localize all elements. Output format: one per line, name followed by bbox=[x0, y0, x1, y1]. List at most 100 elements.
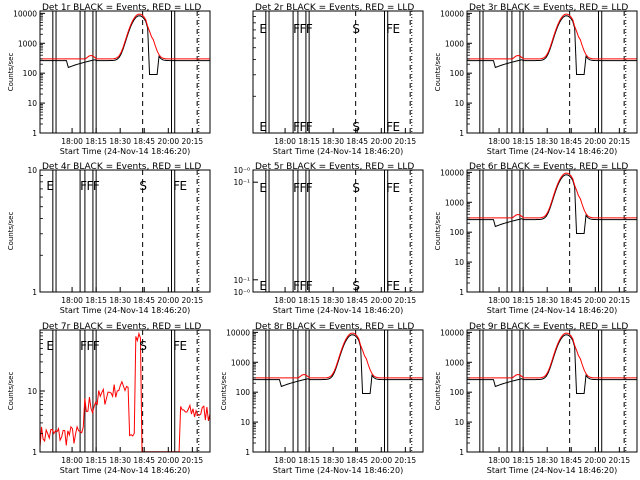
x-tick-label: 18:30 bbox=[109, 456, 131, 465]
x-tick-label: 18:00 bbox=[274, 296, 296, 305]
x-tick-label: 18:45 bbox=[346, 137, 368, 146]
lld-series-line bbox=[39, 331, 211, 453]
flag-letter: F bbox=[80, 179, 87, 193]
detector-panel-7: Det 7r BLACK = Events, RED = LLD 1 10 18:00… bbox=[7, 322, 211, 475]
y-tick-label: 10 bbox=[454, 418, 464, 427]
flag-letter: F bbox=[300, 279, 307, 293]
panel-title: Det 2r BLACK = Events, RED = LLD bbox=[255, 3, 414, 13]
y-tick-label: 1 bbox=[32, 288, 37, 297]
x-axis-title: Start Time (24-Nov-14 18:46:20) bbox=[60, 466, 190, 475]
flag-letter: F bbox=[93, 339, 100, 353]
y-axis-title: Counts/sec bbox=[7, 53, 15, 92]
flag-letter: F bbox=[173, 339, 180, 353]
panel-title: Det 4r BLACK = Events, RED = LLD bbox=[42, 162, 201, 172]
flag-letter: F bbox=[93, 179, 100, 193]
y-axis-title: Counts/sec bbox=[434, 212, 442, 251]
x-tick-label: 18:00 bbox=[488, 296, 510, 305]
x-axis-title: Start Time (24-Nov-14 18:46:20) bbox=[60, 147, 190, 156]
y-tick-label: 10000 bbox=[13, 9, 37, 18]
flag-letter: F bbox=[386, 120, 393, 134]
y-tick-label: 1 bbox=[459, 448, 464, 457]
x-tick-label: 20:15 bbox=[182, 296, 204, 305]
x-tick-label: 18:15 bbox=[85, 296, 107, 305]
plot-frame bbox=[252, 169, 424, 293]
x-tick-label: 18:00 bbox=[274, 456, 296, 465]
x-tick-label: 20:15 bbox=[609, 296, 631, 305]
flag-letter: F bbox=[306, 279, 313, 293]
y-tick-label: 10 bbox=[27, 166, 37, 175]
events-series-line bbox=[253, 334, 423, 395]
x-tick-label: 18:45 bbox=[346, 456, 368, 465]
x-tick-label: 18:00 bbox=[61, 456, 83, 465]
y-tick-label: 10⁻¹ bbox=[233, 178, 250, 187]
y-tick-label: 1000 bbox=[445, 358, 464, 367]
flag-letter: F bbox=[300, 120, 307, 134]
flag-letter: F bbox=[306, 181, 313, 195]
detector-panel-3: Det 3r BLACK = Events, RED = LLD 1 10 100 10… bbox=[434, 3, 638, 156]
x-tick-label: 20:15 bbox=[182, 456, 204, 465]
x-tick-label: 18:00 bbox=[488, 137, 510, 146]
y-tick-label: 10⁻⁰ bbox=[233, 166, 250, 175]
flag-letter: E bbox=[259, 279, 267, 293]
y-tick-label: 1000 bbox=[445, 198, 464, 207]
flag-letter: F bbox=[87, 179, 94, 193]
x-tick-label: 18:45 bbox=[560, 456, 582, 465]
x-tick-label: 18:30 bbox=[536, 137, 558, 146]
y-tick-label: 10000 bbox=[440, 168, 464, 177]
x-tick-label: 18:45 bbox=[133, 137, 155, 146]
x-tick-label: 20:00 bbox=[370, 296, 392, 305]
x-tick-label: 18:30 bbox=[536, 296, 558, 305]
events-series-line bbox=[40, 15, 210, 76]
y-tick-label: 100 bbox=[236, 388, 251, 397]
lld-series-line bbox=[467, 13, 637, 60]
detector-panel-5: Det 5r BLACK = Events, RED = LLD 10⁻⁰ 10⁻¹… bbox=[233, 162, 424, 315]
panel-title: Det 6r BLACK = Events, RED = LLD bbox=[469, 162, 628, 172]
panel-title: Det 9r BLACK = Events, RED = LLD bbox=[469, 322, 628, 332]
x-axis-title: Start Time (24-Nov-14 18:46:20) bbox=[487, 306, 617, 315]
flag-letter: E bbox=[46, 179, 54, 193]
x-tick-label: 18:30 bbox=[322, 296, 344, 305]
x-tick-label: 20:00 bbox=[584, 456, 606, 465]
x-tick-label: 18:30 bbox=[109, 296, 131, 305]
x-tick-label: 18:00 bbox=[61, 137, 83, 146]
detector-panel-9: Det 9r BLACK = Events, RED = LLD 1 10 100 10… bbox=[434, 322, 638, 475]
y-tick-label: 1000 bbox=[231, 358, 250, 367]
flag-letter: F bbox=[386, 279, 393, 293]
x-axis-title: Start Time (24-Nov-14 18:46:20) bbox=[60, 306, 190, 315]
flag-letter: E bbox=[393, 181, 401, 195]
x-axis-title: Start Time (24-Nov-14 18:46:20) bbox=[487, 147, 617, 156]
lld-series-line bbox=[253, 332, 423, 379]
flag-letter: F bbox=[293, 279, 300, 293]
x-tick-label: 20:15 bbox=[609, 456, 631, 465]
x-tick-label: 20:00 bbox=[370, 456, 392, 465]
x-tick-label: 18:15 bbox=[512, 456, 534, 465]
y-tick-label: 10 bbox=[27, 99, 37, 108]
panel-title: Det 3r BLACK = Events, RED = LLD bbox=[469, 3, 628, 13]
y-axis-title: Counts/sec bbox=[220, 372, 228, 411]
y-tick-label: 10⁻⁰ bbox=[233, 288, 250, 297]
x-tick-label: 20:15 bbox=[395, 137, 417, 146]
x-tick-label: 18:45 bbox=[346, 296, 368, 305]
lld-series-line bbox=[467, 332, 637, 379]
flag-letter: S bbox=[139, 179, 147, 193]
plot-frame bbox=[252, 329, 424, 453]
flag-letter: F bbox=[306, 22, 313, 36]
flag-letter: E bbox=[259, 181, 267, 195]
flag-letter: F bbox=[300, 22, 307, 36]
y-tick-label: 100 bbox=[23, 69, 38, 78]
y-axis-title: Counts/sec bbox=[7, 212, 15, 251]
x-tick-label: 20:00 bbox=[584, 137, 606, 146]
flag-letter: E bbox=[180, 179, 188, 193]
x-tick-label: 20:00 bbox=[157, 456, 179, 465]
panel-title: Det 8r BLACK = Events, RED = LLD bbox=[255, 322, 414, 332]
detector-panel-1: Det 1r BLACK = Events, RED = LLD 1 10 100 10… bbox=[7, 3, 211, 156]
x-axis-title: Start Time (24-Nov-14 18:46:20) bbox=[487, 466, 617, 475]
y-tick-label: 1000 bbox=[445, 39, 464, 48]
x-tick-label: 18:30 bbox=[536, 456, 558, 465]
flag-letter: F bbox=[293, 181, 300, 195]
events-series-line bbox=[467, 334, 637, 395]
y-tick-label: 1000 bbox=[18, 39, 37, 48]
flag-letter: E bbox=[393, 22, 401, 36]
y-tick-label: 1 bbox=[459, 129, 464, 138]
